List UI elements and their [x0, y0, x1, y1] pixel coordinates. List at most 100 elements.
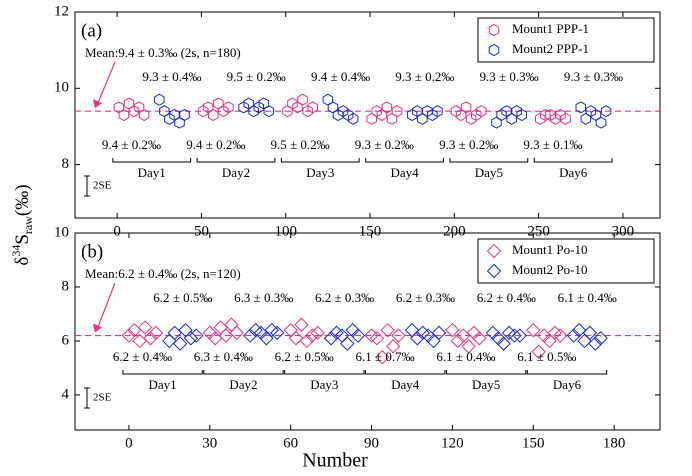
x-tick-label: 50 [194, 223, 209, 239]
x-tick-label: 30 [202, 435, 217, 451]
data-point [197, 105, 209, 118]
se-bar [84, 175, 90, 197]
data-point [340, 336, 355, 351]
data-point [189, 328, 204, 343]
group-label: 9.4 ± 0.2‰ [186, 137, 245, 152]
group-label: 9.3 ± 0.3‰ [564, 69, 623, 84]
data-point [369, 331, 385, 346]
data-point [506, 112, 517, 125]
data-point [588, 336, 603, 351]
day-bracket [365, 370, 446, 375]
data-point [297, 93, 308, 106]
plot-frame [74, 11, 661, 219]
y-tick-label: 10 [54, 224, 69, 240]
data-point [476, 105, 487, 118]
data-point [526, 322, 541, 338]
data-point [600, 105, 612, 118]
y-label-part: 34 [9, 245, 23, 257]
data-point [406, 108, 418, 122]
mean-arrow [96, 61, 116, 106]
legend-box [477, 238, 655, 284]
group-label: 6.2 ± 0.5‰ [275, 349, 334, 364]
data-point [553, 328, 568, 343]
mean-label: Mean:6.2 ± 0.4‰ (2s, n=120) [85, 266, 241, 281]
data-point [575, 101, 586, 114]
day-label: Day1 [149, 377, 177, 392]
se-bar [84, 387, 90, 409]
legend-label: Mount2 Po-10 [512, 262, 587, 277]
legend-marker [488, 43, 500, 57]
data-point [375, 349, 390, 365]
data-point [322, 93, 334, 106]
group-label: 6.2 ± 0.3‰ [396, 290, 455, 305]
data-point [302, 105, 313, 118]
day-bracket [280, 158, 360, 163]
data-point [143, 331, 158, 346]
data-point [580, 112, 592, 125]
data-point [229, 325, 244, 341]
day-label: Day4 [391, 377, 420, 392]
data-point [299, 333, 315, 349]
data-point [385, 339, 401, 354]
group-label: 6.1 ± 0.5‰ [517, 349, 576, 364]
group-label: 9.3 ± 0.3‰ [480, 69, 539, 84]
x-tick-label: 300 [612, 223, 635, 239]
x-tick-label: 150 [522, 435, 545, 451]
group-label: 9.3 ± 0.2‰ [355, 137, 414, 152]
data-point [288, 331, 304, 346]
data-point [417, 112, 428, 125]
data-point [512, 328, 528, 343]
data-point [535, 112, 546, 125]
x-tick-label: 100 [274, 223, 297, 239]
data-point [550, 112, 561, 125]
data-point [223, 101, 234, 114]
data-point [148, 325, 164, 341]
data-point [253, 101, 264, 114]
x-tick-label: 60 [283, 435, 298, 451]
data-point [218, 105, 229, 118]
day-bracket [203, 370, 284, 375]
data-point [183, 331, 199, 346]
data-point [269, 325, 285, 341]
legend-label: Mount1 PPP-1 [512, 21, 589, 36]
se-label: 2SE [93, 180, 112, 192]
group-label: 6.2 ± 0.4‰ [477, 290, 536, 305]
group-label: 6.2 ± 0.4‰ [113, 349, 172, 364]
data-point [496, 108, 507, 122]
data-point [391, 328, 406, 343]
day-bracket [449, 158, 529, 163]
data-point [121, 328, 137, 343]
group-label: 9.3 ± 0.2‰ [395, 69, 454, 84]
y-tick-label: 10 [54, 80, 69, 96]
group-label: 9.4 ± 0.2‰ [102, 137, 161, 152]
data-point [264, 322, 280, 338]
y-label-part: raw [21, 216, 35, 234]
x-tick-label: 0 [113, 223, 121, 239]
data-point [128, 105, 140, 118]
legend-marker [488, 23, 500, 37]
data-point [380, 322, 395, 338]
data-point [566, 328, 581, 343]
x-axis-label: Number [302, 450, 368, 472]
data-point [154, 93, 165, 106]
data-point [582, 325, 598, 341]
data-point [465, 112, 477, 125]
day-bracket [526, 370, 608, 375]
day-label: Day6 [559, 165, 588, 180]
data-point [164, 112, 175, 125]
day-bracket [112, 158, 192, 163]
data-point [491, 116, 502, 129]
group-label: 9.3 ± 0.2‰ [439, 137, 498, 152]
data-point [327, 101, 339, 114]
x-tick-label: 250 [527, 223, 550, 239]
group-label: 6.1 ± 0.7‰ [355, 349, 414, 364]
data-point [307, 101, 318, 114]
data-point [208, 108, 219, 122]
day-bracket [196, 158, 276, 163]
day-bracket [365, 158, 444, 163]
data-point [248, 105, 259, 118]
plot-frame [74, 232, 661, 431]
group-label: 6.1 ± 0.4‰ [558, 290, 617, 305]
group-label: 6.1 ± 0.4‰ [436, 349, 495, 364]
